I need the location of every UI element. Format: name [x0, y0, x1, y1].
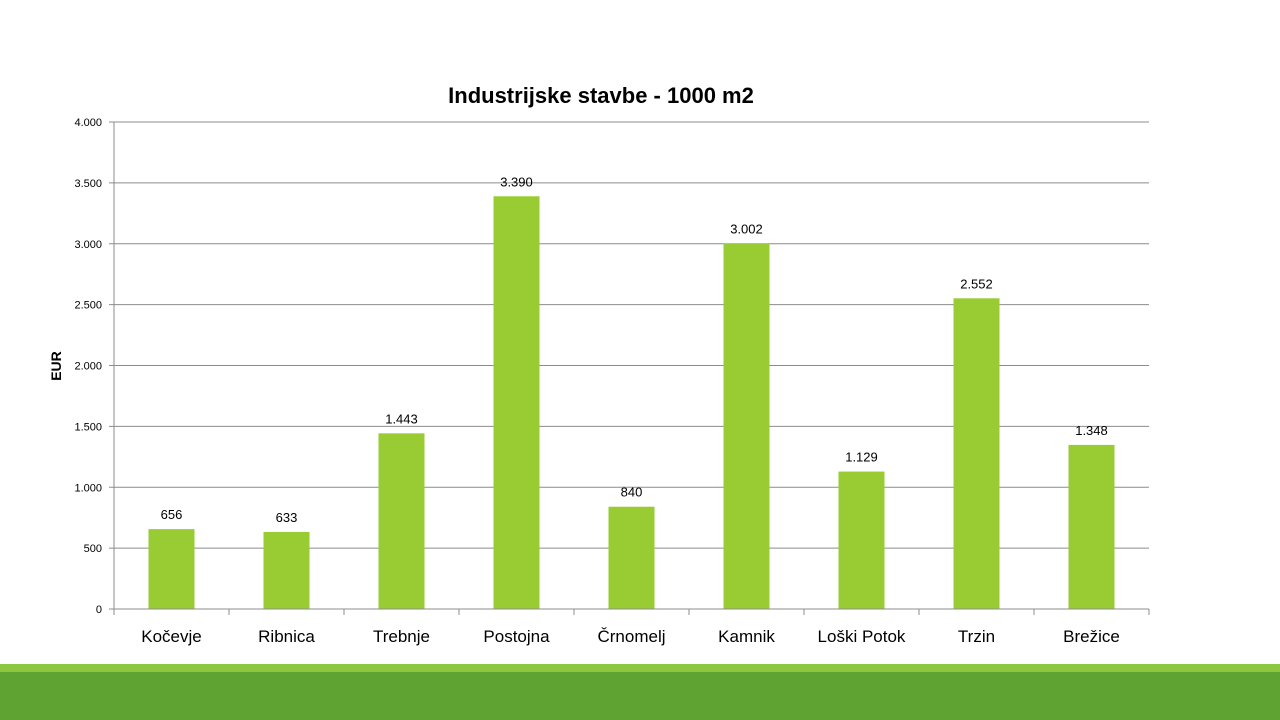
x-tick-label: Črnomelj [597, 627, 665, 646]
y-tick-label: 3.000 [74, 239, 102, 251]
data-label: 656 [161, 507, 183, 522]
bars [148, 196, 1115, 609]
bar [608, 506, 655, 609]
x-tick-label: Brežice [1063, 627, 1120, 646]
x-tick-label: Postojna [483, 627, 550, 646]
data-label: 1.443 [385, 411, 418, 426]
footer-band-light [0, 664, 1280, 672]
bar [953, 298, 1000, 609]
y-tick-label: 0 [96, 604, 102, 616]
x-tick-label: Trzin [958, 627, 995, 646]
x-tick-label: Ribnica [258, 627, 315, 646]
footer-band-dark [0, 672, 1280, 720]
data-label: 3.390 [500, 174, 533, 189]
x-tick-label: Trebnje [373, 627, 430, 646]
data-label: 1.348 [1075, 423, 1108, 438]
y-tick-label: 500 [84, 543, 102, 555]
x-tick-label: Kamnik [718, 627, 775, 646]
bar [263, 531, 310, 609]
bar [1068, 444, 1115, 609]
bar [723, 243, 770, 609]
bar [378, 433, 425, 609]
x-tick-label: Loški Potok [818, 627, 906, 646]
data-label: 3.002 [730, 222, 763, 237]
y-axis-label: EUR [48, 351, 64, 381]
data-label: 1.129 [845, 450, 878, 465]
chart-title: Industrijske stavbe - 1000 m2 [448, 83, 754, 108]
labels: 0 500 1.000 1.500 2.000 2.500 3.000 3.500 4.000 6… [74, 117, 1119, 646]
y-tick-label: 2.500 [74, 300, 102, 312]
y-tick-label: 1.500 [74, 421, 102, 433]
x-tick-label: Kočevje [141, 627, 201, 646]
bar [148, 529, 195, 609]
axes [109, 121, 1150, 615]
y-tick-label: 1.000 [74, 482, 102, 494]
bar [838, 471, 885, 609]
data-label: 633 [276, 510, 298, 525]
y-tick-label: 2.000 [74, 361, 102, 373]
bar [493, 196, 540, 609]
data-label: 2.552 [960, 276, 993, 291]
y-tick-label: 3.500 [74, 178, 102, 190]
y-tick-label: 4.000 [74, 117, 102, 129]
gridlines [114, 121, 1149, 549]
data-label: 840 [621, 485, 643, 500]
